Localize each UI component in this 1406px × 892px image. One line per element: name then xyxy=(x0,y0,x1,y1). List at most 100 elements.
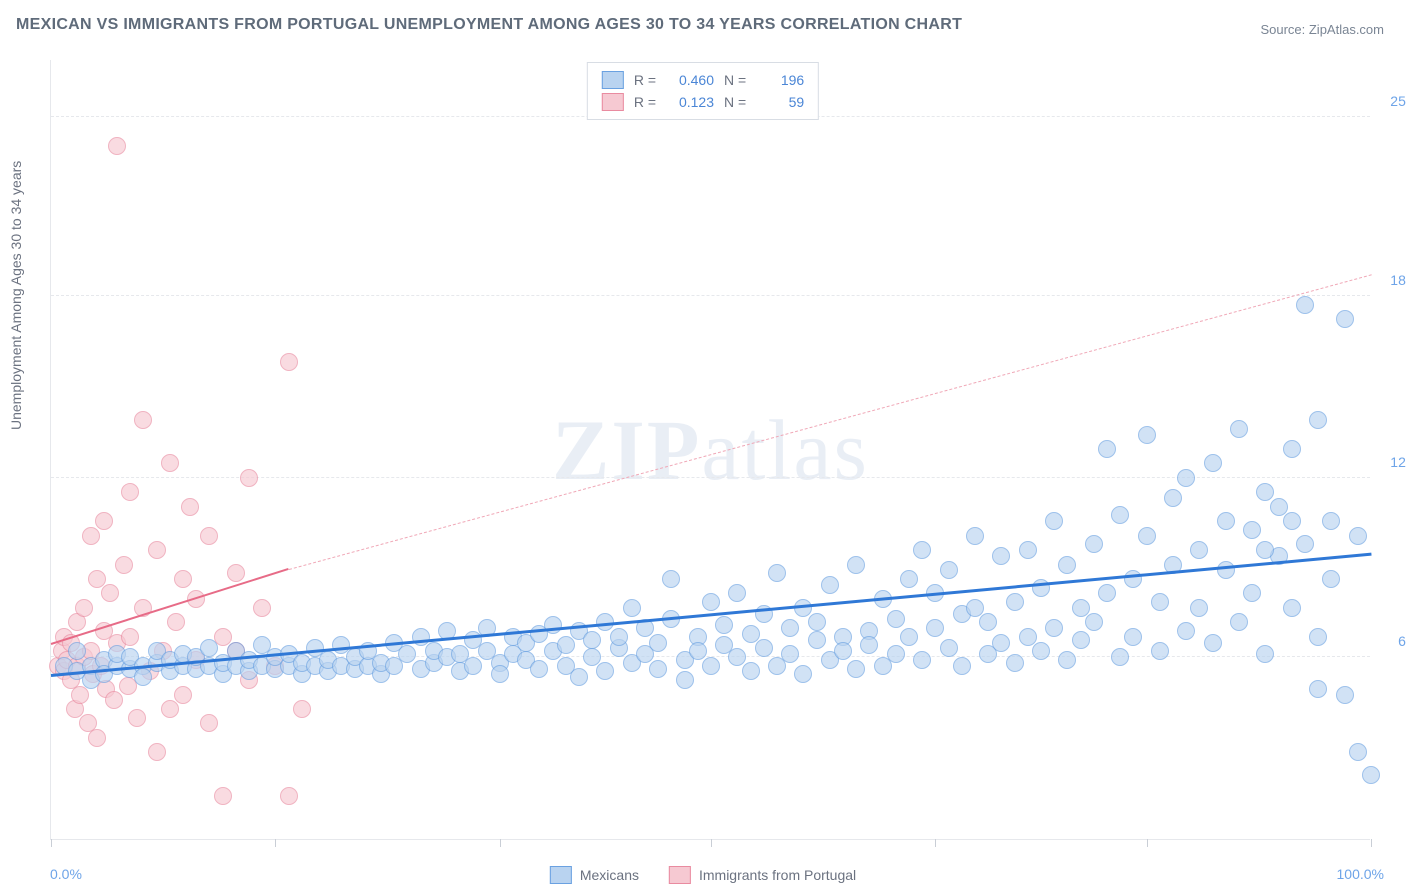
data-point xyxy=(1085,535,1103,553)
data-point xyxy=(583,648,601,666)
data-point xyxy=(161,700,179,718)
data-point xyxy=(1256,483,1274,501)
data-point xyxy=(174,570,192,588)
legend-swatch xyxy=(602,71,624,89)
r-label: R = xyxy=(634,72,656,88)
data-point xyxy=(240,469,258,487)
y-axis-label: Unemployment Among Ages 30 to 34 years xyxy=(8,161,24,430)
data-point xyxy=(966,599,984,617)
data-point xyxy=(596,662,614,680)
chart-title: MEXICAN VS IMMIGRANTS FROM PORTUGAL UNEM… xyxy=(16,16,962,34)
data-point xyxy=(662,570,680,588)
data-point xyxy=(755,639,773,657)
data-point xyxy=(121,483,139,501)
data-point xyxy=(1349,743,1367,761)
data-point xyxy=(1072,599,1090,617)
correlation-stats-box: R =0.460N =196R =0.123N =59 xyxy=(587,62,819,120)
data-point xyxy=(280,353,298,371)
data-point xyxy=(702,593,720,611)
data-point xyxy=(1032,642,1050,660)
data-point xyxy=(161,454,179,472)
legend-swatch xyxy=(602,93,624,111)
data-point xyxy=(1151,642,1169,660)
data-point xyxy=(1204,454,1222,472)
data-point xyxy=(1362,766,1380,784)
data-point xyxy=(200,714,218,732)
source-attribution: Source: ZipAtlas.com xyxy=(1260,22,1384,37)
data-point xyxy=(68,642,86,660)
data-point xyxy=(1138,426,1156,444)
data-point xyxy=(1296,535,1314,553)
source-label: Source: xyxy=(1260,22,1308,37)
x-tick xyxy=(711,839,712,847)
data-point xyxy=(253,599,271,617)
data-point xyxy=(926,619,944,637)
data-point xyxy=(1256,645,1274,663)
y-tick-label: 25.0% xyxy=(1390,93,1406,109)
data-point xyxy=(464,657,482,675)
data-point xyxy=(108,137,126,155)
x-tick xyxy=(500,839,501,847)
data-point xyxy=(1309,680,1327,698)
n-value: 59 xyxy=(756,94,804,110)
data-point xyxy=(649,634,667,652)
legend-item: Mexicans xyxy=(550,866,639,884)
y-tick-label: 18.8% xyxy=(1390,272,1406,288)
data-point xyxy=(847,660,865,678)
data-point xyxy=(1085,613,1103,631)
data-point xyxy=(1204,634,1222,652)
data-point xyxy=(200,639,218,657)
data-point xyxy=(1296,296,1314,314)
data-point xyxy=(134,411,152,429)
data-point xyxy=(1006,654,1024,672)
data-point xyxy=(1019,541,1037,559)
data-point xyxy=(1322,570,1340,588)
data-point xyxy=(794,665,812,683)
data-point xyxy=(900,570,918,588)
data-point xyxy=(544,616,562,634)
x-axis-min-label: 0.0% xyxy=(50,866,82,882)
data-point xyxy=(913,541,931,559)
data-point xyxy=(689,642,707,660)
x-tick xyxy=(51,839,52,847)
data-point xyxy=(887,645,905,663)
data-point xyxy=(1230,613,1248,631)
legend: Mexicans Immigrants from Portugal xyxy=(550,866,856,884)
data-point xyxy=(1243,521,1261,539)
data-point xyxy=(82,527,100,545)
watermark-bold: ZIP xyxy=(552,402,701,498)
y-tick-label: 12.5% xyxy=(1390,454,1406,470)
data-point xyxy=(148,743,166,761)
data-point xyxy=(1309,411,1327,429)
data-point xyxy=(1309,628,1327,646)
data-point xyxy=(834,642,852,660)
data-point xyxy=(101,584,119,602)
data-point xyxy=(491,665,509,683)
data-point xyxy=(979,613,997,631)
data-point xyxy=(1190,599,1208,617)
data-point xyxy=(1124,628,1142,646)
data-point xyxy=(728,584,746,602)
data-point xyxy=(860,636,878,654)
data-point xyxy=(1138,527,1156,545)
trend-line xyxy=(288,275,1371,571)
data-point xyxy=(200,527,218,545)
data-point xyxy=(1058,556,1076,574)
data-point xyxy=(1098,440,1116,458)
n-label: N = xyxy=(724,94,746,110)
data-point xyxy=(583,631,601,649)
data-point xyxy=(88,570,106,588)
data-point xyxy=(1243,584,1261,602)
data-point xyxy=(121,628,139,646)
data-point xyxy=(768,564,786,582)
stats-row: R =0.460N =196 xyxy=(602,69,804,91)
y-tick-label: 6.3% xyxy=(1398,633,1406,649)
data-point xyxy=(1217,512,1235,530)
legend-label: Immigrants from Portugal xyxy=(699,867,856,883)
data-point xyxy=(649,660,667,678)
source-link[interactable]: ZipAtlas.com xyxy=(1309,22,1384,37)
data-point xyxy=(1006,593,1024,611)
data-point xyxy=(95,512,113,530)
gridline xyxy=(51,295,1370,296)
data-point xyxy=(821,576,839,594)
